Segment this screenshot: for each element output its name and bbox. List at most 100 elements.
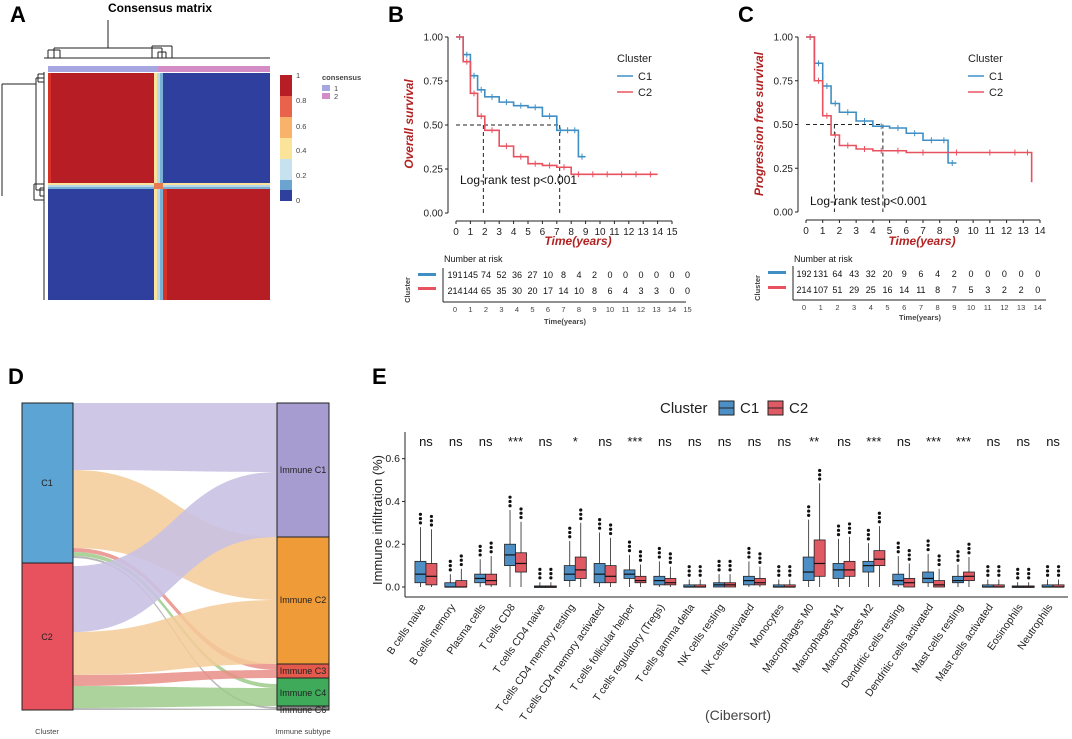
risk-c2-count: 214 bbox=[447, 286, 462, 296]
km-c-legend-title: Cluster bbox=[968, 53, 1003, 65]
boxplot-legend-c2: C2 bbox=[789, 400, 808, 417]
boxplot-outlier bbox=[728, 559, 732, 563]
km-x-tick-label: 1 bbox=[468, 227, 474, 238]
boxplot-outlier bbox=[459, 558, 463, 562]
boxplot-significance: ns bbox=[1016, 434, 1030, 449]
risk-x-tick-label: 15 bbox=[683, 305, 691, 314]
risk-c2-count: 30 bbox=[512, 286, 522, 296]
boxplot-outlier bbox=[627, 544, 632, 548]
consensus-legend-title: consensus bbox=[322, 73, 361, 82]
km-x-tick-label: 12 bbox=[623, 227, 635, 238]
boxplot-box-c1 bbox=[414, 560, 427, 584]
risk-c2-count: 25 bbox=[866, 285, 876, 295]
boxplot-outlier bbox=[896, 545, 900, 550]
risk-c1-count: 0 bbox=[654, 270, 659, 280]
risk-b-c2-swatch bbox=[418, 287, 436, 290]
consensus-legend-swatch-1 bbox=[322, 85, 330, 91]
risk-x-tick-label: 9 bbox=[952, 303, 956, 312]
boxplot-significance: ns bbox=[479, 434, 493, 449]
risk-c2-count: 29 bbox=[849, 285, 859, 295]
risk-c2-count: 10 bbox=[574, 286, 584, 296]
sankey-flows bbox=[73, 403, 277, 710]
risk-c1-count: 0 bbox=[1035, 269, 1040, 279]
boxplot-outlier bbox=[598, 518, 602, 522]
km-x-tick-label: 14 bbox=[652, 227, 664, 238]
risk-x-tick-label: 14 bbox=[668, 305, 676, 314]
boxplot-outlier bbox=[866, 528, 870, 532]
risk-c1-count: 0 bbox=[638, 270, 643, 280]
risk-c2-count: 107 bbox=[813, 285, 828, 295]
panel-c: C Progression free survival Time(years) … bbox=[738, 2, 1046, 322]
boxplot-outlier bbox=[818, 477, 822, 481]
boxplot-outlier bbox=[429, 523, 434, 527]
sankey-left-axis-label: Cluster bbox=[35, 727, 59, 736]
risk-c2-count: 11 bbox=[916, 285, 925, 295]
km-x-tick-label: 6 bbox=[540, 227, 546, 238]
boxplot-significance: ns bbox=[1046, 434, 1060, 449]
boxplot-outlier bbox=[549, 576, 553, 580]
risk-x-tick-label: 7 bbox=[919, 303, 923, 312]
km-x-tick-label: 4 bbox=[511, 227, 517, 238]
boxplot-outlier bbox=[807, 509, 811, 513]
boxplot-outlier bbox=[758, 552, 762, 556]
boxplot-outlier bbox=[448, 568, 452, 572]
boxplot-outlier bbox=[638, 550, 643, 554]
boxplot-box-c2 bbox=[754, 578, 766, 586]
boxplot-box-c1 bbox=[802, 556, 815, 581]
boxplot-outlier bbox=[926, 547, 930, 552]
boxplot-xlabel: (Cibersort) bbox=[705, 707, 771, 723]
risk-c2-count: 17 bbox=[543, 286, 553, 296]
km-c-ylabel: Progression free survival bbox=[752, 51, 766, 196]
risk-c2-count: 2 bbox=[1019, 285, 1024, 295]
km-y-tick-label: 0.50 bbox=[774, 120, 794, 131]
km-y-tick-label: 0.00 bbox=[424, 209, 444, 220]
panel-a: A Consensus matrix bbox=[1, 1, 361, 300]
boxplot-outlier bbox=[538, 567, 542, 571]
boxplot-significance: ns bbox=[777, 434, 791, 449]
boxplot-box-c2 bbox=[873, 550, 886, 567]
consensus-legend-swatch-2 bbox=[322, 93, 330, 99]
km-x-tick-label: 7 bbox=[554, 227, 560, 238]
boxplot-outlier bbox=[657, 555, 661, 559]
risk-c2-count: 5 bbox=[968, 285, 973, 295]
boxplot-outlier bbox=[728, 568, 732, 572]
km-b-legend-c1: C1 bbox=[638, 71, 652, 83]
risk-c1-count: 0 bbox=[623, 270, 628, 280]
km-c-legend-c1: C1 bbox=[989, 71, 1003, 83]
km-plot-progression-free-survival: 0.000.250.500.751.000 1 2 3 4 5 6 7 8 9 10 11 12 13 14 bbox=[774, 33, 1046, 238]
boxplot-outlier bbox=[877, 511, 881, 515]
colorbar-tick: 0.6 bbox=[296, 122, 306, 131]
boxplot-outlier bbox=[598, 522, 602, 526]
boxplot-outlier bbox=[609, 527, 613, 531]
boxplot-outlier bbox=[519, 511, 523, 515]
km-x-tick-label: 0 bbox=[803, 226, 809, 237]
risk-c1-count: 191 bbox=[447, 270, 462, 280]
risk-c2-count: 214 bbox=[796, 285, 811, 295]
risk-x-tick-label: 8 bbox=[936, 303, 940, 312]
km-x-tick-label: 7 bbox=[920, 226, 926, 237]
boxplot-outlier bbox=[627, 540, 632, 544]
risk-c2-count: 14 bbox=[558, 286, 568, 296]
colorbar-tick: 0.4 bbox=[296, 146, 306, 155]
boxplot-outlier bbox=[747, 555, 751, 559]
risk-x-tick-label: 3 bbox=[852, 303, 856, 312]
risk-x-tick-label: 10 bbox=[606, 305, 614, 314]
boxplot-box-c2 bbox=[664, 578, 677, 586]
boxplot-outlier bbox=[489, 550, 493, 554]
boxplot-outlier bbox=[926, 543, 930, 547]
boxplot-outlier bbox=[847, 522, 852, 526]
risk-c1-count: 10 bbox=[543, 270, 553, 280]
boxplot-outlier bbox=[807, 513, 811, 517]
km-x-tick-label: 13 bbox=[1018, 226, 1030, 237]
km-x-tick-label: 15 bbox=[666, 227, 678, 238]
boxplot-significance: ns bbox=[658, 434, 672, 449]
boxplot-outlier bbox=[538, 572, 542, 576]
panel-b: B Overall survival Time(years) 0.00 0.25 0… bbox=[388, 2, 692, 326]
boxplot-significance: *** bbox=[866, 434, 881, 449]
sankey-node-immune-c1 bbox=[276, 402, 330, 538]
boxplot-outlier bbox=[568, 530, 572, 535]
boxplot-outlier bbox=[508, 499, 512, 504]
km-x-tick-label: 6 bbox=[904, 226, 910, 237]
